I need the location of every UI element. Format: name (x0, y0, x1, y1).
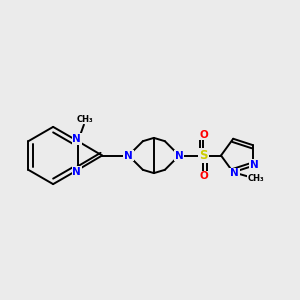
Text: N: N (124, 151, 133, 160)
Text: O: O (199, 171, 208, 182)
Text: S: S (199, 149, 208, 162)
Text: N: N (72, 134, 81, 144)
Text: CH₃: CH₃ (77, 115, 93, 124)
Text: O: O (199, 130, 208, 140)
Text: N: N (230, 168, 239, 178)
Text: N: N (72, 167, 81, 177)
Text: CH₃: CH₃ (248, 174, 265, 183)
Text: N: N (250, 160, 258, 170)
Text: N: N (175, 151, 184, 160)
